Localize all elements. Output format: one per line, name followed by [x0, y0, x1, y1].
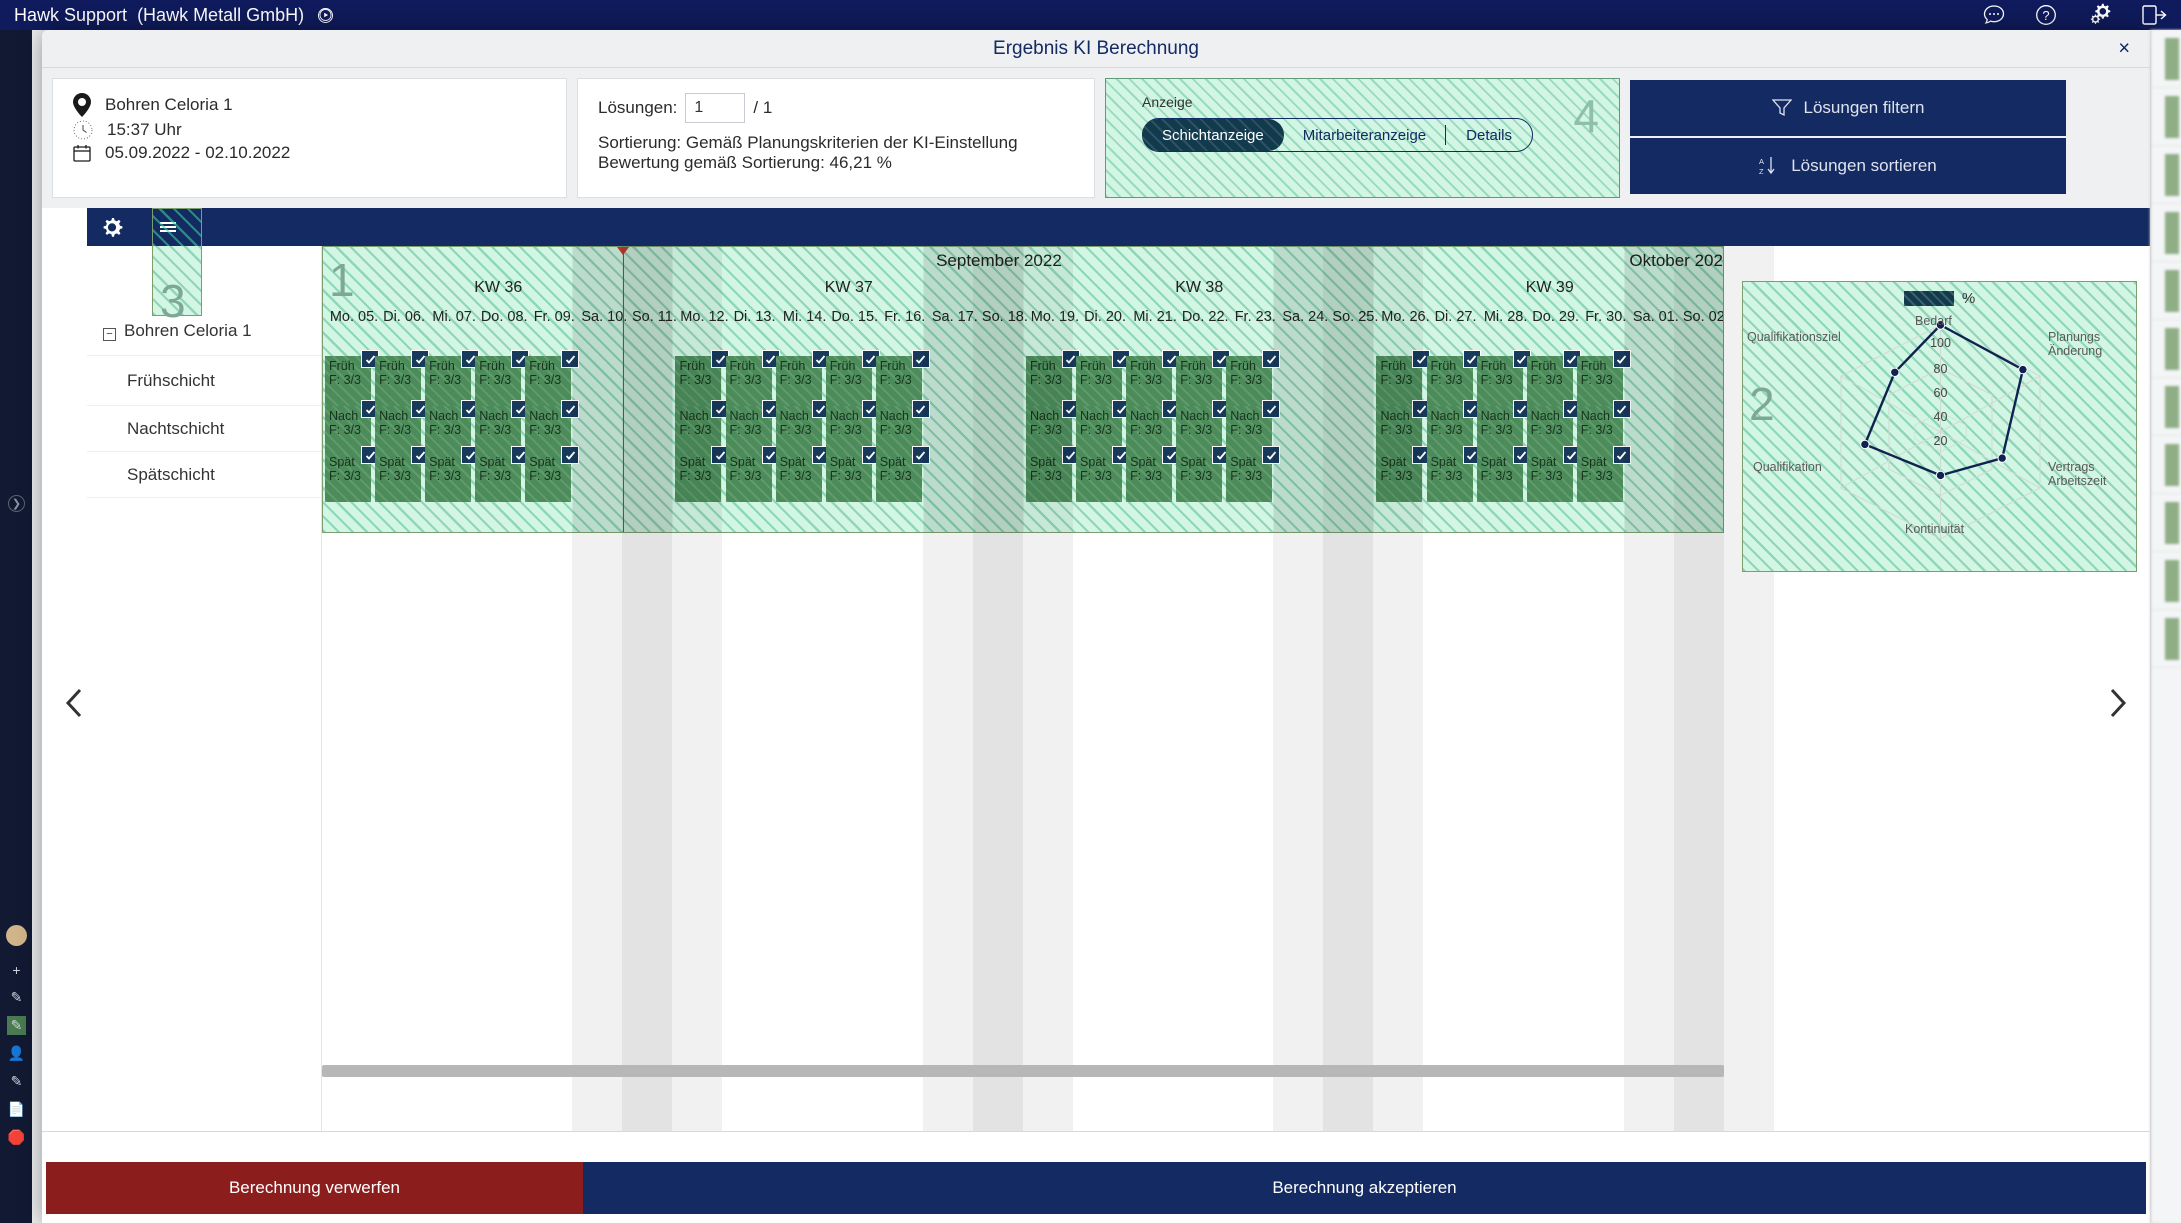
svg-text:40: 40 — [1934, 410, 1948, 424]
svg-text:Z: Z — [1759, 167, 1764, 176]
svg-text:60: 60 — [1934, 386, 1948, 400]
svg-text:100: 100 — [1930, 336, 1951, 350]
svg-text:?: ? — [2042, 8, 2049, 23]
svg-text:A: A — [1759, 157, 1764, 166]
svg-text:20: 20 — [1934, 434, 1948, 448]
svg-text:80: 80 — [1934, 362, 1948, 376]
